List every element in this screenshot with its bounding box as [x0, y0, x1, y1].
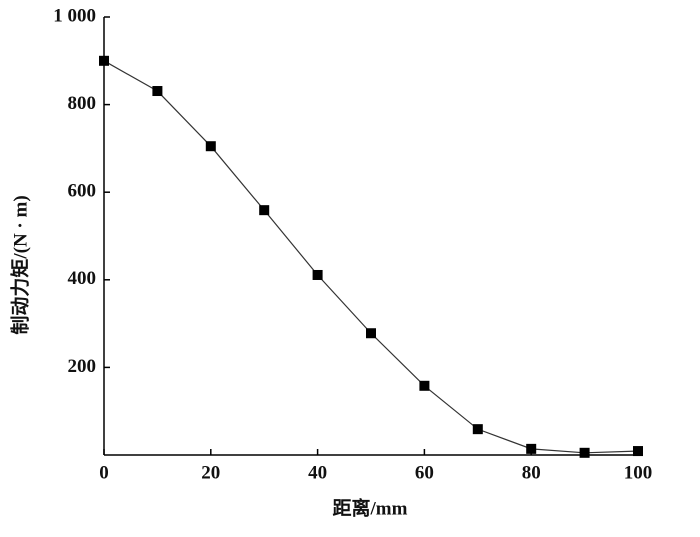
- y-tick-label: 1 000: [53, 5, 96, 26]
- marker: [633, 446, 643, 457]
- y-tick-label: 800: [68, 93, 97, 114]
- marker: [205, 141, 216, 152]
- x-tick-label: 80: [522, 462, 541, 483]
- line: [103, 60, 639, 454]
- marker: [366, 328, 376, 339]
- marker: [419, 380, 430, 391]
- x-tick-label: 100: [624, 462, 653, 483]
- y-tick-label: 200: [68, 356, 97, 377]
- y-axis-label: 制动力矩/(N · m): [8, 195, 31, 334]
- marker: [472, 424, 483, 435]
- y-tick-label: 600: [68, 181, 97, 202]
- marker: [99, 55, 109, 66]
- marker: [152, 86, 163, 97]
- marker: [312, 269, 323, 280]
- marker: [579, 447, 590, 458]
- marker: [259, 205, 270, 216]
- marker: [526, 443, 537, 454]
- x-tick-label: 60: [415, 462, 434, 483]
- x-axis-label: 距离/mm: [333, 496, 408, 519]
- x-tick-label: 40: [308, 462, 327, 483]
- x-tick-label: 20: [201, 462, 220, 483]
- x-tick-label: 0: [99, 462, 109, 483]
- y-tick-label: 400: [68, 268, 97, 289]
